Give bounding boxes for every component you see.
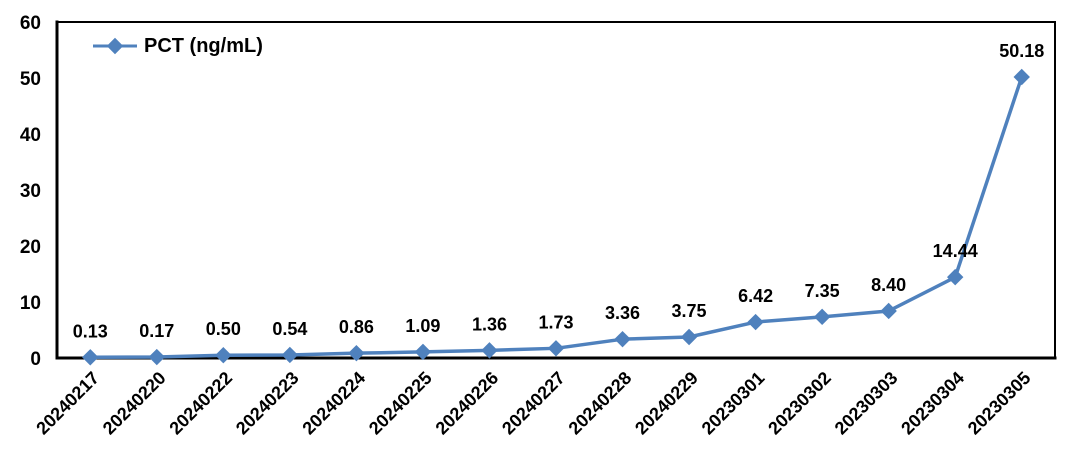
x-tick-label: 20240228 — [565, 368, 636, 439]
data-point-marker — [414, 343, 432, 361]
data-point-label: 3.75 — [672, 301, 707, 321]
data-point-marker — [481, 342, 498, 359]
data-point-marker — [348, 344, 365, 362]
x-tick-label: 20240225 — [365, 368, 436, 439]
y-tick-label: 40 — [20, 125, 41, 146]
data-point-label: 1.36 — [472, 314, 507, 334]
x-tick-label: 20230305 — [964, 368, 1035, 439]
data-point-label: 0.17 — [139, 321, 174, 341]
data-point-marker — [547, 340, 565, 357]
legend-line-diamond-icon — [93, 37, 137, 55]
x-tick-label: 20230301 — [698, 368, 769, 439]
data-point-marker — [813, 308, 831, 326]
x-tick-label: 20240226 — [432, 368, 503, 439]
x-tick-label: 20240227 — [498, 368, 569, 439]
data-point-label: 0.54 — [272, 319, 307, 339]
data-point-marker — [215, 346, 232, 364]
x-tick-label: 20230302 — [764, 368, 835, 439]
data-point-marker — [148, 348, 166, 366]
data-point-marker — [680, 328, 698, 346]
data-point-marker — [281, 346, 299, 364]
y-tick-label: 20 — [20, 237, 41, 258]
x-tick-label: 20240229 — [631, 368, 702, 439]
y-tick-label: 60 — [20, 13, 41, 34]
data-point-marker — [747, 313, 764, 331]
data-point-label: 14.44 — [933, 241, 978, 261]
data-point-label: 3.36 — [605, 303, 640, 323]
y-tick-label: 50 — [20, 69, 41, 90]
legend-series-label: PCT (ng/mL) — [144, 34, 263, 57]
x-tick-label: 20230304 — [897, 368, 968, 439]
data-point-label: 8.40 — [871, 275, 906, 295]
data-point-marker — [614, 330, 631, 348]
data-point-marker — [946, 268, 964, 286]
data-point-label: 7.35 — [805, 281, 840, 301]
y-tick-label: 0 — [30, 349, 41, 370]
x-tick-label: 20240220 — [99, 368, 170, 439]
data-point-label: 1.73 — [538, 312, 573, 332]
y-tick-label: 10 — [20, 293, 41, 314]
data-point-label: 0.86 — [339, 317, 374, 337]
data-point-marker — [82, 349, 99, 366]
x-tick-label: 20240217 — [32, 368, 103, 439]
plot-area-border — [56, 21, 1056, 359]
data-point-marker — [880, 302, 897, 320]
x-tick-label: 20240223 — [232, 368, 303, 439]
x-tick-label: 20240222 — [165, 368, 236, 439]
data-point-label: 0.13 — [73, 321, 108, 341]
data-point-label: 50.18 — [999, 41, 1044, 61]
data-point-label: 0.50 — [206, 319, 241, 339]
y-tick-label: 30 — [20, 181, 41, 202]
chart-legend: PCT (ng/mL) — [92, 35, 263, 57]
x-tick-label: 20230303 — [831, 368, 902, 439]
data-point-label: 1.09 — [405, 316, 440, 336]
x-tick-label: 20240224 — [298, 368, 369, 439]
data-point-label: 6.42 — [738, 286, 773, 306]
data-point-marker — [1013, 68, 1030, 86]
